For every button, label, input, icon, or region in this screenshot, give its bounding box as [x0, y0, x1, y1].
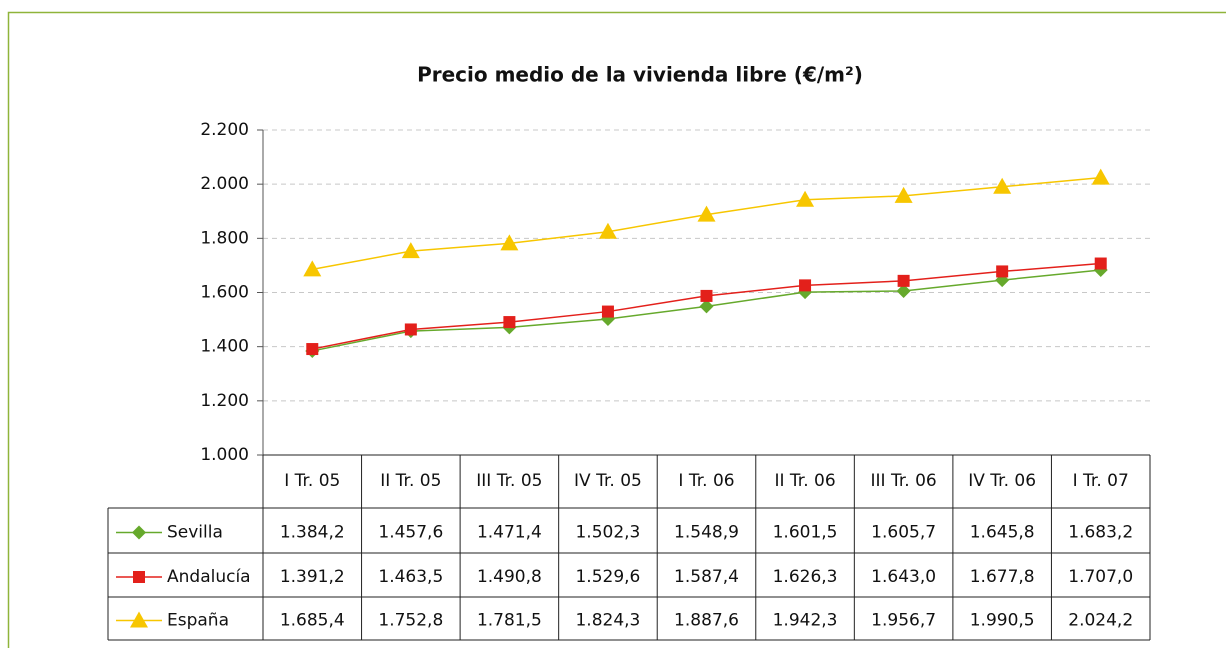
- x-tick-label: II Tr. 05: [380, 471, 441, 491]
- y-tick-label: 1.600: [200, 283, 249, 303]
- marker: [133, 571, 145, 583]
- x-tick-label: IV Tr. 05: [574, 471, 642, 491]
- y-tick-label: 1.800: [200, 228, 249, 248]
- table-value: 2.024,2: [1068, 611, 1133, 631]
- table-value: 1.683,2: [1068, 523, 1133, 543]
- marker: [993, 177, 1012, 194]
- marker: [503, 316, 516, 329]
- marker: [401, 242, 420, 259]
- marker: [500, 234, 519, 251]
- marker: [601, 305, 614, 318]
- marker: [697, 205, 716, 222]
- table-value: 1.645,8: [970, 523, 1035, 543]
- table-value: 1.463,5: [378, 567, 443, 587]
- table-value: 1.887,6: [674, 611, 739, 631]
- table-value: 1.548,9: [674, 523, 739, 543]
- table-value: 1.457,6: [378, 523, 443, 543]
- legend-label: Andalucía: [167, 567, 251, 587]
- table-value: 1.490,8: [477, 567, 542, 587]
- x-tick-label: I Tr. 06: [678, 471, 734, 491]
- marker: [700, 289, 713, 302]
- marker: [1094, 257, 1107, 270]
- table-value: 1.384,2: [280, 523, 345, 543]
- frame: [7, 11, 1226, 648]
- marker: [796, 190, 815, 207]
- table-value: 1.529,6: [575, 567, 640, 587]
- marker: [132, 525, 146, 540]
- table-value: 1.752,8: [378, 611, 443, 631]
- marker: [130, 611, 148, 628]
- y-tick-label: 2.200: [200, 120, 249, 140]
- marker: [799, 279, 812, 292]
- table-value: 1.685,4: [280, 611, 345, 631]
- x-tick-label: III Tr. 06: [871, 471, 937, 491]
- series-line: [312, 176, 1101, 271]
- x-tick-label: I Tr. 07: [1073, 471, 1129, 491]
- marker: [404, 323, 417, 336]
- table-value: 1.502,3: [575, 523, 640, 543]
- y-tick-label: 1.000: [200, 445, 249, 465]
- table-value: 1.707,0: [1068, 567, 1133, 587]
- table-value: 1.824,3: [575, 611, 640, 631]
- x-tick-label: IV Tr. 06: [968, 471, 1036, 491]
- marker: [598, 222, 617, 239]
- x-tick-label: III Tr. 05: [476, 471, 542, 491]
- marker: [1091, 168, 1110, 185]
- table-value: 1.781,5: [477, 611, 542, 631]
- table-value: 1.677,8: [970, 567, 1035, 587]
- marker: [303, 260, 322, 277]
- table-value: 1.643,0: [871, 567, 936, 587]
- y-tick-label: 1.400: [200, 337, 249, 357]
- table-value: 1.956,7: [871, 611, 936, 631]
- marker: [996, 265, 1009, 278]
- chart-title: Precio medio de la vivienda libre (€/m²): [417, 63, 863, 87]
- marker: [897, 274, 910, 287]
- marker: [896, 283, 911, 298]
- table-value: 1.391,2: [280, 567, 345, 587]
- legend-label: España: [167, 611, 229, 631]
- table-value: 1.990,5: [970, 611, 1035, 631]
- table-value: 1.605,7: [871, 523, 936, 543]
- y-tick-label: 1.200: [200, 391, 249, 411]
- table-value: 1.942,3: [773, 611, 838, 631]
- table-value: 1.626,3: [773, 567, 838, 587]
- marker: [306, 343, 319, 356]
- x-tick-label: I Tr. 05: [284, 471, 340, 491]
- x-tick-label: II Tr. 06: [774, 471, 835, 491]
- legend-label: Sevilla: [167, 523, 223, 543]
- marker: [894, 186, 913, 203]
- y-tick-label: 2.000: [200, 174, 249, 194]
- marker: [699, 299, 714, 314]
- table-value: 1.587,4: [674, 567, 739, 587]
- table-value: 1.601,5: [773, 523, 838, 543]
- table-value: 1.471,4: [477, 523, 542, 543]
